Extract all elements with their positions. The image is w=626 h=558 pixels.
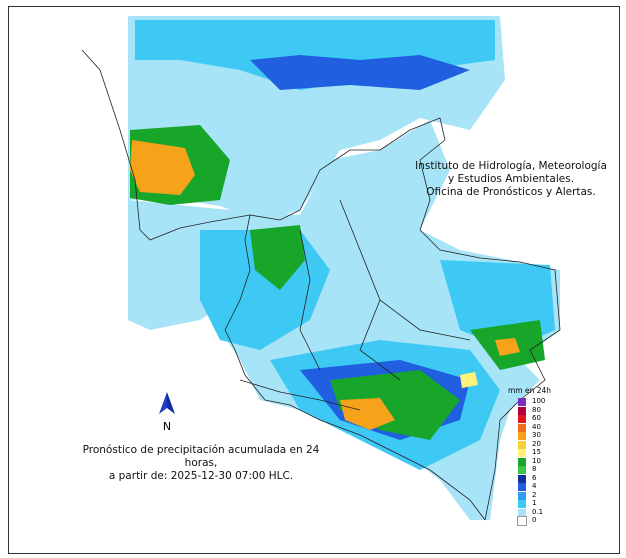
legend-title: mm en 24h [508, 386, 552, 395]
field-north-blue [250, 55, 470, 90]
legend-item: 80 [518, 405, 566, 415]
institute-line-3: Oficina de Pronósticos y Alertas. [426, 186, 596, 198]
legend-label: 20 [532, 439, 541, 448]
country-borders [81, 49, 561, 521]
legend-item: 100 [518, 397, 566, 406]
legend-swatch [518, 483, 526, 491]
legend-label: 8 [532, 465, 537, 473]
legend-label: 1 [532, 499, 537, 507]
legend-label: 2 [532, 490, 537, 499]
institute-line-1: Instituto de Hidrología, Meteorología [415, 160, 607, 172]
peru-border [264, 399, 486, 521]
central-america-coast [81, 49, 301, 241]
legend-swatch [518, 457, 526, 466]
north-arrow-icon [159, 392, 175, 414]
legend-item: 6 [518, 473, 566, 483]
legend-item: 40 [518, 422, 566, 432]
legend-item: 15 [518, 448, 566, 457]
legend-item: 2 [518, 490, 566, 500]
legend-swatch [518, 398, 526, 406]
legend-item: 30 [518, 431, 566, 440]
north-label: N [162, 420, 172, 433]
field-east-orange [495, 338, 520, 356]
field-amazon-orange [340, 398, 395, 430]
precipitation-field [128, 16, 560, 520]
field-yellow-spot [460, 372, 478, 388]
legend-label: 6 [532, 473, 537, 482]
legend-swatch [518, 406, 526, 415]
legend-item: 20 [518, 439, 566, 449]
legend-swatch [518, 415, 526, 423]
legend-label: 60 [532, 414, 541, 422]
legend-label: 15 [532, 448, 541, 456]
brazil-border [484, 269, 561, 521]
pacific-coast [224, 214, 266, 401]
legend-item: 10 [518, 456, 566, 466]
legend-item: 0.1 [518, 507, 566, 517]
field-gulf-orange [130, 140, 195, 195]
north-arrow: N [153, 392, 181, 433]
ecuador-border [239, 379, 361, 411]
legend-label: 4 [532, 482, 537, 490]
forecast-caption: Pronóstico de precipitación acumulada en… [66, 444, 336, 483]
legend-swatch [518, 440, 526, 449]
field-amazon-green [330, 370, 460, 440]
caribbean-coast [299, 117, 446, 231]
institute-line-2: y Estudios Ambientales. [447, 173, 575, 185]
forecast-line-2: a partir de: 2025-12-30 07:00 HLC. [108, 470, 294, 482]
field-andes-green [250, 225, 305, 290]
legend-swatch [518, 500, 526, 508]
legend-swatch [518, 449, 526, 457]
legend-item: 1 [518, 499, 566, 508]
institute-credit: Instituto de Hidrología, Meteorología y … [400, 160, 622, 199]
legend-label: 0.1 [532, 507, 544, 516]
legend-swatch [518, 466, 526, 474]
legend-item: 4 [518, 482, 566, 491]
legend-label: 30 [532, 431, 541, 439]
legend-swatch [518, 508, 526, 517]
legend-swatch [518, 423, 526, 432]
legend-label: 40 [532, 422, 541, 431]
legend-label: 80 [532, 405, 541, 414]
legend-swatch [518, 474, 526, 483]
legend-label: 0 [532, 516, 537, 524]
internal-divisions [299, 199, 471, 381]
legend-swatch [518, 432, 526, 440]
legend-item: 0 [517, 516, 566, 526]
legend-item: 60 [518, 414, 566, 423]
legend-swatch [518, 491, 526, 500]
legend-label: 100 [532, 397, 546, 405]
venezuela-border [419, 229, 556, 271]
legend-item: 8 [518, 465, 566, 474]
legend-label: 10 [532, 456, 541, 465]
forecast-line-1: Pronóstico de precipitación acumulada en… [82, 444, 320, 469]
legend-swatch [517, 516, 527, 526]
